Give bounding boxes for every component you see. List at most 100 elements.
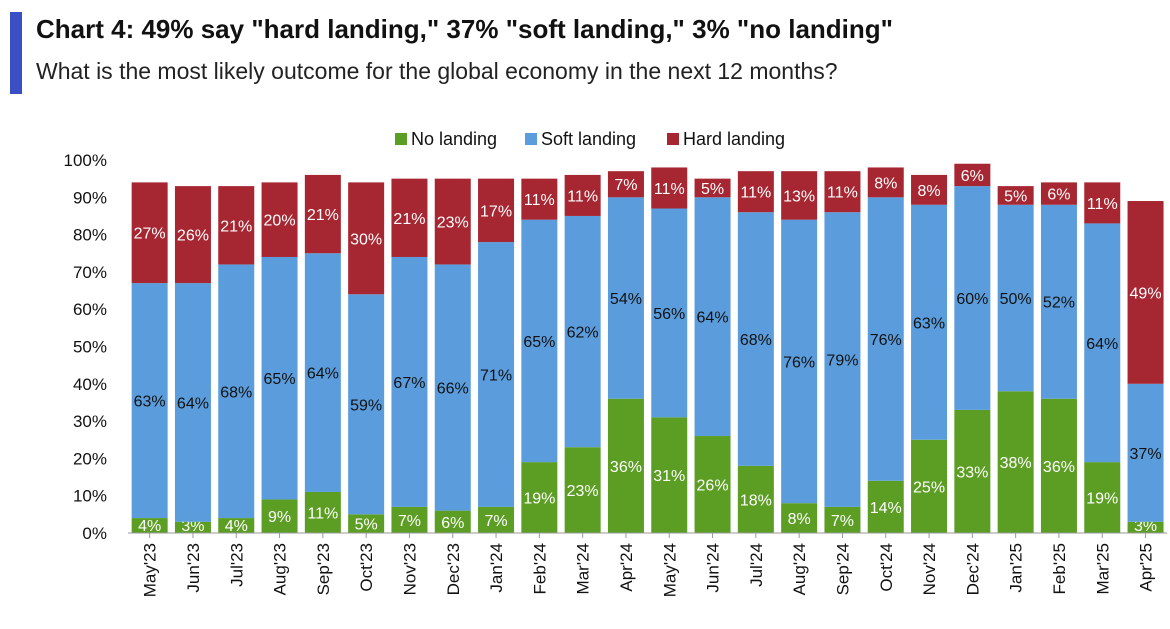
bar-no xyxy=(651,417,688,533)
data-label-hard: 20% xyxy=(264,213,296,230)
bar-hard xyxy=(781,171,818,220)
data-label-hard: 21% xyxy=(220,218,252,235)
y-tick-label: 70% xyxy=(73,263,107,282)
y-tick-label: 40% xyxy=(73,375,107,394)
data-label-soft: 65% xyxy=(264,371,296,388)
legend-swatch-no xyxy=(395,133,407,145)
chart-title: Chart 4: 49% say "hard landing," 37% "so… xyxy=(36,14,893,44)
y-tick-label: 0% xyxy=(82,524,107,543)
data-label-soft: 63% xyxy=(134,394,166,411)
data-label-no: 4% xyxy=(225,518,248,535)
y-tick-label: 60% xyxy=(73,300,107,319)
legend: No landing Soft landing Hard landing xyxy=(395,129,785,149)
bar-no xyxy=(607,398,644,533)
data-label-hard: 6% xyxy=(1047,187,1070,204)
legend-swatch-hard xyxy=(667,133,679,145)
bar-hard xyxy=(997,186,1034,205)
x-tick-label: May'23 xyxy=(141,543,160,597)
x-tick-label: Aug'23 xyxy=(271,543,290,595)
data-label-soft: 52% xyxy=(1043,295,1075,312)
data-label-no: 4% xyxy=(138,518,161,535)
data-label-no: 3% xyxy=(1134,518,1157,535)
bar-hard xyxy=(348,182,385,295)
data-label-hard: 11% xyxy=(524,192,555,209)
data-label-no: 14% xyxy=(870,500,902,517)
bar-soft xyxy=(218,264,255,519)
data-label-no: 26% xyxy=(697,478,729,495)
bar-no xyxy=(564,447,601,533)
bar-soft xyxy=(391,256,428,507)
data-label-soft: 79% xyxy=(826,353,858,370)
bar-soft xyxy=(261,256,298,500)
data-label-soft: 50% xyxy=(1000,291,1032,308)
data-label-hard: 26% xyxy=(177,228,209,245)
bar-soft xyxy=(997,204,1034,392)
accent-bar xyxy=(10,12,22,94)
y-axis: 0% 10% 20% 30% 40% 50% 60% 70% 80% 90% 100% xyxy=(64,151,107,543)
data-label-no: 25% xyxy=(913,479,945,496)
data-label-no: 38% xyxy=(1000,455,1032,472)
bar-hard xyxy=(174,186,211,284)
bar-hard xyxy=(564,174,601,216)
bar-soft xyxy=(131,283,168,519)
bar-no xyxy=(997,391,1034,533)
bar-hard xyxy=(651,167,688,209)
bar-soft xyxy=(564,215,601,448)
bar-soft xyxy=(954,186,991,410)
bar-no xyxy=(1084,462,1121,533)
x-tick-label: Feb'25 xyxy=(1050,543,1069,594)
bar-hard xyxy=(694,178,731,198)
bar-soft xyxy=(651,208,688,418)
bar-hard xyxy=(737,171,774,213)
y-tick-label: 20% xyxy=(73,449,107,468)
data-label-soft: 66% xyxy=(437,381,469,398)
data-label-no: 19% xyxy=(523,491,555,508)
data-label-soft: 67% xyxy=(393,375,425,392)
data-label-soft: 68% xyxy=(220,384,252,401)
data-label-hard: 11% xyxy=(827,185,858,202)
data-label-hard: 7% xyxy=(614,177,637,194)
x-tick-label: May'24 xyxy=(660,543,679,597)
bar-soft xyxy=(1040,204,1077,399)
bar-soft xyxy=(174,283,211,522)
bar-hard xyxy=(304,174,341,254)
x-tick-label: Apr'24 xyxy=(617,543,636,592)
data-label-hard: 5% xyxy=(701,181,724,198)
bar-no xyxy=(131,518,168,533)
x-tick-label: Mar'24 xyxy=(574,543,593,594)
data-label-hard: 49% xyxy=(1130,285,1162,302)
data-label-no: 9% xyxy=(268,509,291,526)
legend-label-soft: Soft landing xyxy=(541,129,636,149)
bar-hard xyxy=(911,174,948,205)
x-tick-label: Oct'24 xyxy=(877,543,896,592)
data-label-soft: 62% xyxy=(567,325,599,342)
data-label-soft: 64% xyxy=(697,310,729,327)
data-label-soft: 60% xyxy=(956,291,988,308)
data-label-hard: 8% xyxy=(874,175,897,192)
bar-hard xyxy=(218,186,255,265)
x-tick-label: Dec'23 xyxy=(444,543,463,595)
bar-no xyxy=(694,436,731,533)
bar-no xyxy=(1040,398,1077,533)
x-tick-label: Sep'24 xyxy=(833,543,852,595)
data-label-soft: 59% xyxy=(350,397,382,414)
x-tick-label: Dec'24 xyxy=(963,543,982,595)
bars: 4% 63% 27% 3% 64% 26% 4% 68% 21% 9% 65% 20% 11% 64% 21… xyxy=(131,163,1164,535)
x-tick-label: Nov'23 xyxy=(400,543,419,595)
bar-hard xyxy=(131,182,168,284)
data-label-no: 6% xyxy=(441,515,464,532)
bar-no xyxy=(911,439,948,533)
bar-no xyxy=(867,480,904,533)
data-label-hard: 23% xyxy=(437,215,469,232)
bar-no xyxy=(737,465,774,533)
data-label-hard: 8% xyxy=(917,183,940,200)
data-label-hard: 11% xyxy=(740,185,771,202)
data-label-soft: 65% xyxy=(523,334,555,351)
bar-hard xyxy=(824,171,861,213)
bar-no xyxy=(521,462,558,533)
data-label-no: 23% xyxy=(567,483,599,500)
legend-swatch-soft xyxy=(525,133,537,145)
data-label-hard: 30% xyxy=(350,231,382,248)
bar-soft xyxy=(607,197,644,399)
bar-hard xyxy=(391,178,428,257)
